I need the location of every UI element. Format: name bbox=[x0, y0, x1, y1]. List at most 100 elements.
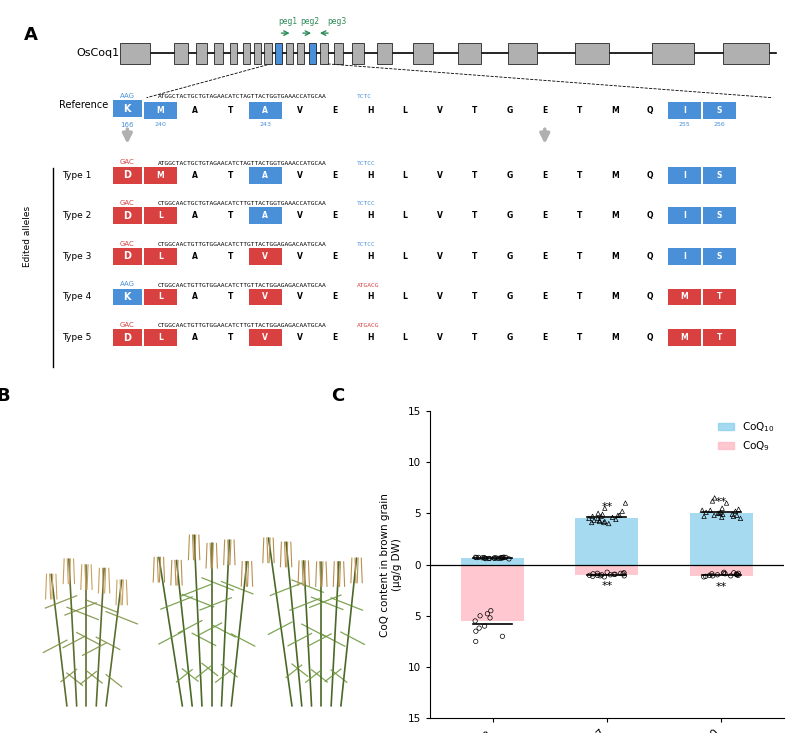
Text: M: M bbox=[610, 211, 618, 221]
Text: I: I bbox=[683, 171, 686, 180]
Text: T: T bbox=[227, 106, 233, 115]
Text: **: ** bbox=[715, 497, 726, 507]
Text: E: E bbox=[333, 292, 338, 301]
Text: Type 5
(line 87): Type 5 (line 87) bbox=[191, 420, 232, 441]
Text: peg1: peg1 bbox=[278, 17, 298, 26]
Bar bbox=[668, 207, 702, 224]
Text: T: T bbox=[472, 171, 478, 180]
Point bbox=[716, 502, 729, 514]
Text: A: A bbox=[192, 333, 198, 342]
Text: V: V bbox=[262, 252, 268, 261]
Point bbox=[502, 553, 515, 565]
Point bbox=[732, 567, 745, 579]
Text: T: T bbox=[472, 252, 478, 261]
Text: 255: 255 bbox=[678, 122, 690, 127]
Text: V: V bbox=[437, 252, 443, 261]
Text: T: T bbox=[577, 292, 582, 301]
Text: CTGGCAACTGCTGTAGAACATCTTGTTACTGGTGAAACCATGCAA: CTGGCAACTGCTGTAGAACATCTTGTTACTGGTGAAACCA… bbox=[158, 202, 327, 207]
Text: TCTCC: TCTCC bbox=[357, 242, 375, 247]
Point bbox=[714, 507, 727, 518]
Point bbox=[496, 552, 509, 564]
Text: A: A bbox=[192, 211, 198, 221]
Text: A: A bbox=[262, 171, 268, 180]
Bar bbox=[702, 167, 736, 183]
Text: T: T bbox=[227, 252, 233, 261]
Text: M: M bbox=[610, 333, 618, 342]
Text: D: D bbox=[123, 251, 131, 262]
Text: K: K bbox=[124, 292, 131, 302]
Point bbox=[488, 552, 501, 564]
Point bbox=[706, 570, 719, 582]
Text: V: V bbox=[298, 106, 303, 115]
Text: M: M bbox=[610, 171, 618, 180]
Point bbox=[716, 509, 729, 520]
Bar bbox=[668, 248, 702, 265]
Point bbox=[696, 504, 709, 516]
Bar bbox=[668, 103, 702, 119]
Bar bbox=[113, 207, 142, 224]
Point bbox=[618, 570, 630, 582]
Text: L: L bbox=[158, 292, 163, 301]
Text: GAC: GAC bbox=[120, 160, 134, 166]
Text: AAG: AAG bbox=[120, 93, 135, 99]
Text: AAG: AAG bbox=[120, 281, 135, 287]
Point bbox=[704, 504, 717, 516]
Text: V: V bbox=[437, 333, 443, 342]
Bar bbox=[113, 167, 142, 183]
Text: 240: 240 bbox=[154, 122, 166, 127]
Text: L: L bbox=[402, 292, 407, 301]
Text: V: V bbox=[298, 252, 303, 261]
Point bbox=[499, 551, 512, 563]
Point bbox=[595, 569, 608, 581]
Text: E: E bbox=[333, 333, 338, 342]
Point bbox=[614, 567, 627, 579]
Bar bbox=[174, 43, 188, 64]
Point bbox=[706, 568, 718, 580]
Text: S: S bbox=[717, 211, 722, 221]
Bar bbox=[575, 564, 638, 575]
Point bbox=[715, 512, 728, 523]
Text: M: M bbox=[681, 333, 689, 342]
Text: T: T bbox=[472, 333, 478, 342]
Text: Q: Q bbox=[646, 292, 653, 301]
Point bbox=[593, 515, 606, 526]
Point bbox=[729, 505, 742, 517]
Text: peg3: peg3 bbox=[327, 17, 346, 26]
Point bbox=[609, 568, 622, 580]
Text: 166: 166 bbox=[121, 122, 134, 128]
Text: L: L bbox=[158, 333, 163, 342]
Point bbox=[730, 569, 743, 581]
Text: T: T bbox=[577, 171, 582, 180]
Point bbox=[498, 551, 510, 563]
Text: E: E bbox=[542, 106, 547, 115]
Text: A: A bbox=[262, 211, 268, 221]
Text: M: M bbox=[681, 292, 689, 301]
Bar bbox=[334, 43, 343, 64]
Text: M: M bbox=[610, 252, 618, 261]
Text: E: E bbox=[333, 252, 338, 261]
Text: **: ** bbox=[602, 581, 613, 591]
Bar bbox=[249, 207, 282, 224]
Text: V: V bbox=[262, 333, 268, 342]
Text: T: T bbox=[472, 211, 478, 221]
Point bbox=[730, 568, 742, 580]
Point bbox=[730, 509, 743, 521]
Bar bbox=[690, 513, 753, 564]
Text: L: L bbox=[158, 211, 163, 221]
Bar bbox=[113, 329, 142, 346]
Bar bbox=[309, 43, 316, 64]
Point bbox=[611, 509, 624, 521]
Text: CTGGCAACTGTTGTGGAACATCTTGTTACTGGAGAGACAATGCAA: CTGGCAACTGTTGTGGAACATCTTGTTACTGGAGAGACAA… bbox=[158, 323, 327, 328]
Bar bbox=[458, 43, 481, 64]
Bar bbox=[144, 103, 177, 119]
Point bbox=[473, 622, 486, 634]
Text: V: V bbox=[298, 333, 303, 342]
Bar bbox=[249, 248, 282, 265]
Bar bbox=[113, 289, 142, 306]
Text: L: L bbox=[158, 252, 163, 261]
Text: E: E bbox=[333, 106, 338, 115]
Point bbox=[472, 551, 485, 563]
Point bbox=[469, 615, 482, 627]
Text: T: T bbox=[717, 292, 722, 301]
Text: A: A bbox=[192, 106, 198, 115]
